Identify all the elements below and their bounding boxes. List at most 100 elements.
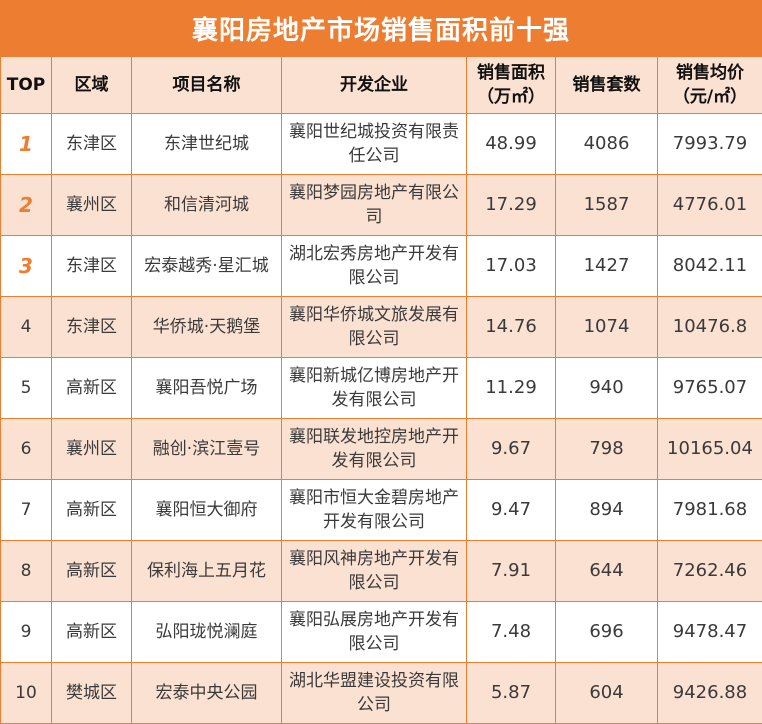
cell-units: 1427: [556, 236, 658, 297]
cell-project: 襄阳恒大御府: [132, 480, 282, 541]
cell-district: 东津区: [52, 297, 132, 358]
cell-developer: 襄阳华侨城文旅发展有限公司: [282, 297, 467, 358]
header-text: 开发企业: [284, 73, 464, 97]
cell-area: 48.99: [467, 114, 556, 175]
cell-district: 高新区: [52, 358, 132, 419]
cell-rank: 10: [1, 663, 52, 724]
cell-developer: 襄阳弘展房地产开发有限公司: [282, 602, 467, 663]
cell-district: 东津区: [52, 236, 132, 297]
header-text: 销售套数: [558, 73, 655, 97]
cell-price: 7981.68: [658, 480, 762, 541]
header-text: 销售面积: [469, 61, 553, 85]
cell-project: 和信清河城: [132, 175, 282, 236]
cell-units: 894: [556, 480, 658, 541]
header-text: （万㎡）: [469, 85, 553, 109]
header-text: 项目名称: [134, 73, 279, 97]
cell-district: 襄州区: [52, 419, 132, 480]
cell-price: 7262.46: [658, 541, 762, 602]
cell-district: 樊城区: [52, 663, 132, 724]
cell-developer: 襄阳世纪城投资有限责任公司: [282, 114, 467, 175]
cell-rank: 6: [1, 419, 52, 480]
header-text: TOP: [3, 73, 49, 97]
cell-units: 644: [556, 541, 658, 602]
cell-district: 高新区: [52, 480, 132, 541]
cell-units: 1587: [556, 175, 658, 236]
cell-price: 4776.01: [658, 175, 762, 236]
cell-project: 融创·滨江壹号: [132, 419, 282, 480]
cell-rank: 1: [1, 114, 52, 175]
cell-units: 1074: [556, 297, 658, 358]
cell-project: 宏泰中央公园: [132, 663, 282, 724]
cell-project: 东津世纪城: [132, 114, 282, 175]
cell-area: 5.87: [467, 663, 556, 724]
cell-developer: 湖北宏秀房地产开发有限公司: [282, 236, 467, 297]
cell-district: 东津区: [52, 114, 132, 175]
cell-price: 10165.04: [658, 419, 762, 480]
cell-developer: 襄阳联发地控房地产开发有限公司: [282, 419, 467, 480]
header-text: 销售均价: [660, 61, 760, 85]
cell-project: 保利海上五月花: [132, 541, 282, 602]
cell-project: 华侨城·天鹅堡: [132, 297, 282, 358]
column-header-district: 区域: [52, 57, 132, 114]
header-text: 区域: [54, 73, 129, 97]
cell-district: 襄州区: [52, 175, 132, 236]
cell-area: 11.29: [467, 358, 556, 419]
cell-district: 高新区: [52, 602, 132, 663]
cell-rank: 5: [1, 358, 52, 419]
cell-rank: 4: [1, 297, 52, 358]
cell-developer: 襄阳市恒大金碧房地产开发有限公司: [282, 480, 467, 541]
column-header-top: TOP: [1, 57, 52, 114]
cell-rank: 7: [1, 480, 52, 541]
cell-area: 7.91: [467, 541, 556, 602]
cell-units: 4086: [556, 114, 658, 175]
cell-price: 10476.8: [658, 297, 762, 358]
column-header-price: 销售均价（元/㎡）: [658, 57, 762, 114]
cell-project: 襄阳吾悦广场: [132, 358, 282, 419]
column-header-developer: 开发企业: [282, 57, 467, 114]
cell-price: 8042.11: [658, 236, 762, 297]
cell-developer: 襄阳风神房地产开发有限公司: [282, 541, 467, 602]
cell-area: 17.03: [467, 236, 556, 297]
page-title: 襄阳房地产市场销售面积前十强: [0, 0, 762, 56]
cell-area: 17.29: [467, 175, 556, 236]
cell-price: 7993.79: [658, 114, 762, 175]
cell-project: 宏泰越秀·星汇城: [132, 236, 282, 297]
cell-developer: 湖北华盟建设投资有限公司: [282, 663, 467, 724]
cell-units: 604: [556, 663, 658, 724]
cell-rank: 8: [1, 541, 52, 602]
cell-area: 14.76: [467, 297, 556, 358]
cell-units: 696: [556, 602, 658, 663]
cell-developer: 襄阳新城亿博房地产开发有限公司: [282, 358, 467, 419]
column-header-area: 销售面积（万㎡）: [467, 57, 556, 114]
cell-price: 9426.88: [658, 663, 762, 724]
header-text: （元/㎡）: [660, 85, 760, 109]
cell-area: 9.47: [467, 480, 556, 541]
column-header-units: 销售套数: [556, 57, 658, 114]
cell-district: 高新区: [52, 541, 132, 602]
cell-rank: 9: [1, 602, 52, 663]
cell-units: 798: [556, 419, 658, 480]
cell-rank: 3: [1, 236, 52, 297]
cell-price: 9765.07: [658, 358, 762, 419]
cell-rank: 2: [1, 175, 52, 236]
cell-area: 9.67: [467, 419, 556, 480]
cell-units: 940: [556, 358, 658, 419]
cell-price: 9478.47: [658, 602, 762, 663]
cell-developer: 襄阳梦园房地产有限公司: [282, 175, 467, 236]
cell-project: 弘阳珑悦澜庭: [132, 602, 282, 663]
column-header-project: 项目名称: [132, 57, 282, 114]
cell-area: 7.48: [467, 602, 556, 663]
